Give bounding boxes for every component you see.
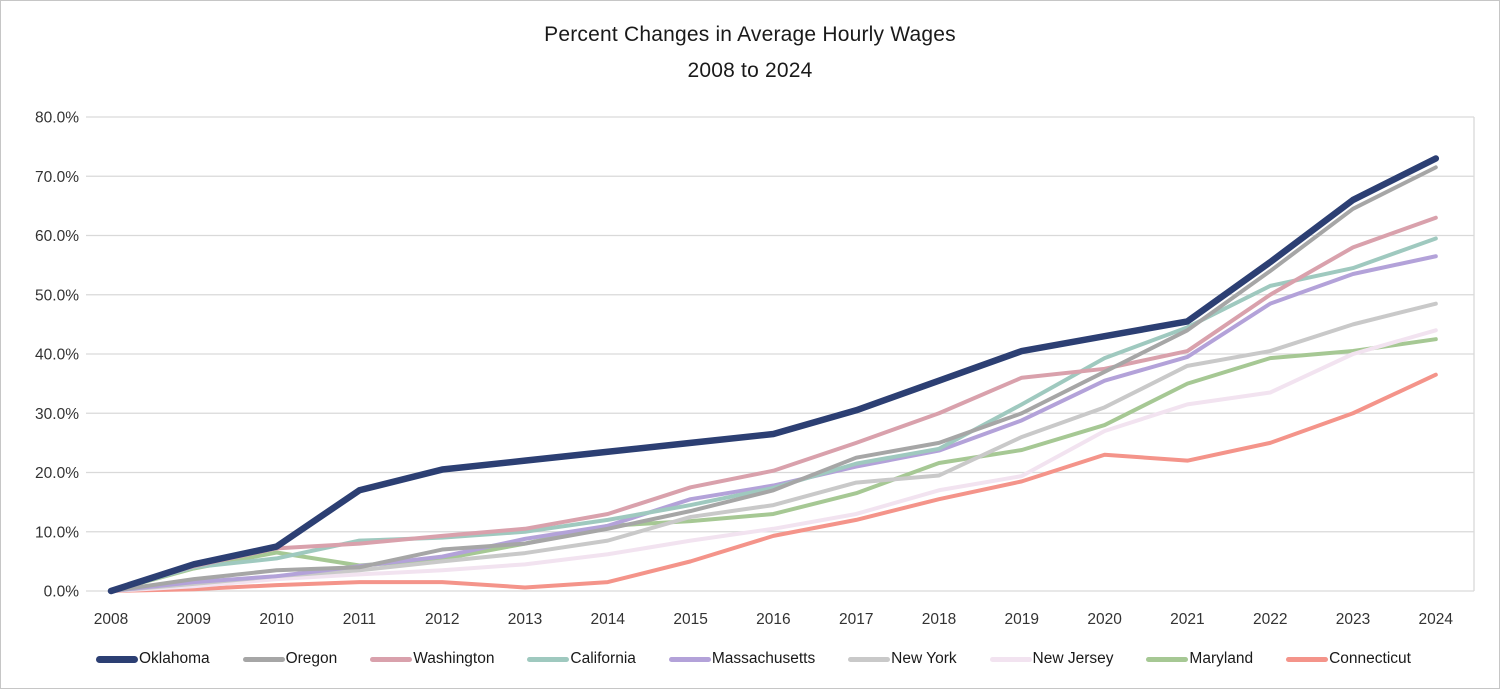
- y-axis-tick-label: 0.0%: [44, 584, 80, 601]
- legend-swatch: [848, 656, 891, 662]
- y-axis-tick-label: 50.0%: [35, 287, 79, 304]
- series-line-new-york: [109, 301, 1438, 593]
- legend-swatch: [1146, 656, 1189, 662]
- series-line-oregon: [109, 165, 1438, 593]
- legend-swatch: [989, 656, 1032, 662]
- series-line-california: [109, 236, 1438, 593]
- legend-label: Oregon: [285, 650, 338, 667]
- x-axis-tick-label: 2014: [591, 611, 626, 628]
- y-axis-tick-label: 20.0%: [35, 465, 79, 482]
- x-axis-tick-label: 2015: [673, 611, 707, 628]
- legend-label: New York: [891, 650, 957, 667]
- legend-item-washington[interactable]: Washington: [370, 650, 494, 668]
- chart-title-line1: Percent Changes in Average Hourly Wages: [544, 23, 956, 46]
- legend-label: Oklahoma: [139, 650, 210, 667]
- y-axis-tick-label: 30.0%: [35, 406, 79, 423]
- legend-item-california[interactable]: California: [527, 650, 636, 668]
- legend-item-new-jersey[interactable]: New Jersey: [989, 650, 1114, 668]
- y-axis-tick-label: 10.0%: [35, 524, 79, 541]
- x-axis-tick-label: 2021: [1170, 611, 1204, 628]
- y-axis-tick-label: 80.0%: [35, 110, 79, 127]
- legend-swatch: [370, 656, 413, 662]
- series-line-maryland: [109, 337, 1438, 593]
- legend-item-massachusetts[interactable]: Massachusetts: [668, 650, 816, 668]
- legend-item-new-york[interactable]: New York: [848, 650, 957, 668]
- legend-swatch: [668, 656, 711, 662]
- x-axis-tick-label: 2016: [756, 611, 790, 628]
- series-line-oklahoma: [107, 155, 1440, 595]
- legend-swatch: [242, 656, 285, 662]
- x-axis-tick-label: 2023: [1336, 611, 1370, 628]
- legend-label: Massachusetts: [711, 650, 816, 667]
- legend-label: New Jersey: [1032, 650, 1114, 667]
- x-axis-tick-label: 2010: [259, 611, 294, 628]
- legend-item-oklahoma[interactable]: Oklahoma: [96, 650, 210, 668]
- x-axis-tick-label: 2024: [1419, 611, 1454, 628]
- x-axis-tick-label: 2008: [94, 611, 128, 628]
- legend-swatch: [527, 656, 570, 662]
- legend-label: Connecticut: [1329, 650, 1411, 667]
- series-line-massachusetts: [109, 254, 1438, 593]
- x-axis-tick-label: 2020: [1087, 611, 1122, 628]
- y-axis-tick-label: 40.0%: [35, 347, 79, 364]
- x-axis-tick-label: 2012: [425, 611, 459, 628]
- x-axis-tick-label: 2022: [1253, 611, 1287, 628]
- series-line-washington: [109, 215, 1438, 593]
- y-axis-tick-label: 60.0%: [35, 228, 79, 245]
- legend-item-oregon[interactable]: Oregon: [242, 650, 338, 668]
- legend-item-connecticut[interactable]: Connecticut: [1286, 650, 1411, 668]
- x-axis-tick-label: 2009: [177, 611, 211, 628]
- chart-legend: Oklahoma Oregon Washington California Massac…: [96, 648, 1411, 670]
- x-axis-tick-label: 2018: [922, 611, 956, 628]
- x-axis-tick-label: 2013: [508, 611, 542, 628]
- series-line-connecticut: [109, 372, 1438, 593]
- legend-label: Maryland: [1189, 650, 1254, 667]
- legend-label: Washington: [413, 650, 495, 667]
- x-axis-tick-label: 2019: [1005, 611, 1039, 628]
- x-axis-tick-label: 2017: [839, 611, 873, 628]
- series-line-new-jersey: [109, 328, 1438, 593]
- legend-label: California: [570, 650, 636, 667]
- y-axis-tick-label: 70.0%: [35, 169, 79, 186]
- x-axis-tick-label: 2011: [343, 611, 376, 628]
- legend-swatch: [1286, 656, 1329, 662]
- legend-swatch: [96, 655, 138, 663]
- chart-title-line2: 2008 to 2024: [687, 59, 813, 82]
- legend-item-maryland[interactable]: Maryland: [1146, 650, 1253, 668]
- chart-title: Percent Changes in Average Hourly Wages …: [1, 17, 1499, 89]
